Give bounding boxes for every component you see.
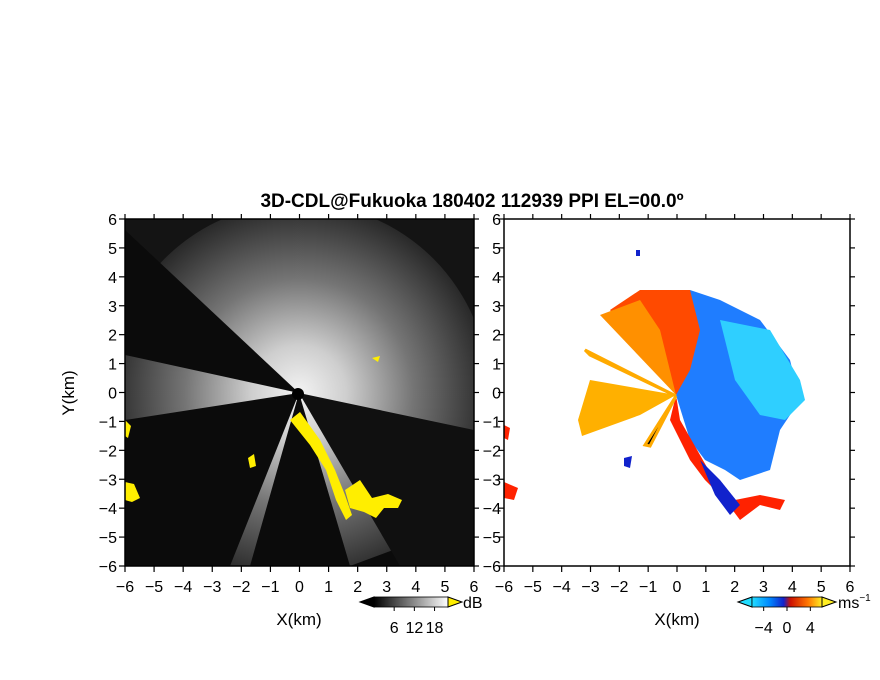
approaching-flow-fringe xyxy=(720,320,805,420)
receding-flow-edge xyxy=(700,460,740,515)
blocked-sector xyxy=(299,393,474,566)
colorbar-tick-label: 6 xyxy=(390,620,399,637)
x-tick-label: 6 xyxy=(846,579,855,596)
x-tick-label: 4 xyxy=(788,579,797,596)
velocity-panel: −6 −5 −4 −3 −2 −1 0 1 2 3 4 5 6 6 5 4 3 2 1 0 −1 −2 −3 −4 −5 −6 X… xyxy=(483,212,871,637)
y-tick-label: 5 xyxy=(492,241,501,258)
colorbar-tick-label: 4 xyxy=(806,620,815,637)
x-tick-label: 3 xyxy=(382,579,391,596)
velocity-colorbar-scale xyxy=(751,596,823,608)
lidar-site-marker xyxy=(292,388,304,400)
x-tick-label: −5 xyxy=(145,579,163,596)
velocity-axis-ticks: −6 −5 −4 −3 −2 −1 0 1 2 3 4 5 6 6 5 4 3 2 1 0 −1 −2 −3 −4 −5 −6 xyxy=(483,212,855,596)
colorbar-tick-label: −4 xyxy=(755,620,773,637)
x-tick-label: 5 xyxy=(440,579,449,596)
y-tick-label: 5 xyxy=(108,241,117,258)
colorbar-tick-label: 0 xyxy=(783,620,792,637)
x-tick-label: 3 xyxy=(759,579,768,596)
x-tick-label: −3 xyxy=(581,579,599,596)
y-tick-label: −6 xyxy=(483,559,501,576)
y-tick-label: −1 xyxy=(99,414,117,431)
colorbar-tick-label: 18 xyxy=(426,620,444,637)
y-tick-label: −4 xyxy=(483,501,501,518)
y-tick-label: −6 xyxy=(99,559,117,576)
blocked-sector xyxy=(125,230,299,393)
y-tick-label: −5 xyxy=(483,530,501,547)
x-tick-label: −5 xyxy=(524,579,542,596)
velocity-colorbar: −4 0 4 ms−1 xyxy=(736,593,871,637)
velocity-colorbar-under-arrow xyxy=(736,596,753,608)
blocked-sector xyxy=(125,393,299,566)
x-tick-label: −4 xyxy=(174,579,192,596)
receding-flow-far xyxy=(600,300,676,395)
x-tick-label: 2 xyxy=(730,579,739,596)
receding-flow-far xyxy=(642,395,678,448)
snr-colorbar-unit: dB xyxy=(463,595,483,612)
y-tick-label: 4 xyxy=(108,270,117,287)
hard-target-echo xyxy=(290,412,352,520)
hard-target-echo xyxy=(345,480,402,518)
edge-echo xyxy=(504,425,510,440)
y-tick-label: −1 xyxy=(483,414,501,431)
snr-axis-ticks: −6 −5 −4 −3 −2 −1 0 1 2 3 4 5 6 6 5 4 3 2 1 0 −1 −2 −3 −4 −5 −6 xyxy=(99,212,479,596)
snr-y-axis-label: Y(km) xyxy=(59,370,78,415)
y-tick-label: −3 xyxy=(99,472,117,489)
x-tick-label: 1 xyxy=(701,579,710,596)
y-tick-label: 0 xyxy=(492,386,501,403)
snr-colorbar-over-arrow xyxy=(447,596,464,608)
y-tick-label: 4 xyxy=(492,270,501,287)
x-tick-label: −1 xyxy=(639,579,657,596)
y-tick-label: −2 xyxy=(483,443,501,460)
x-tick-label: −2 xyxy=(610,579,628,596)
x-tick-label: 4 xyxy=(411,579,420,596)
y-tick-label: 2 xyxy=(492,328,501,345)
snr-colorbar-scale xyxy=(373,596,449,608)
edge-echo xyxy=(636,250,640,256)
y-tick-label: −3 xyxy=(483,472,501,489)
edge-echo xyxy=(504,482,518,500)
snr-echo-field xyxy=(125,219,474,566)
hard-target-echo xyxy=(125,420,131,438)
hard-target-echo xyxy=(248,454,256,468)
y-tick-label: 1 xyxy=(108,357,117,374)
x-tick-label: 5 xyxy=(817,579,826,596)
x-tick-label: 1 xyxy=(324,579,333,596)
colorbar-tick-label: 12 xyxy=(405,620,423,637)
y-tick-label: 1 xyxy=(492,357,501,374)
snr-x-axis-label: X(km) xyxy=(276,610,321,629)
x-tick-label: −4 xyxy=(553,579,571,596)
receding-flow-far xyxy=(578,380,676,436)
x-tick-label: 0 xyxy=(673,579,682,596)
x-tick-label: −3 xyxy=(203,579,221,596)
x-tick-label: 2 xyxy=(353,579,362,596)
y-tick-label: −5 xyxy=(99,530,117,547)
y-tick-label: 2 xyxy=(108,328,117,345)
y-tick-label: 6 xyxy=(108,212,117,229)
x-tick-label: −6 xyxy=(495,579,513,596)
hard-target-echo xyxy=(372,356,380,362)
x-tick-label: −1 xyxy=(261,579,279,596)
receding-flow-far xyxy=(583,348,677,398)
y-tick-label: −4 xyxy=(99,501,117,518)
snr-colorbar: 6 12 18 dB xyxy=(358,595,483,637)
y-tick-label: −2 xyxy=(99,443,117,460)
x-tick-label: 6 xyxy=(470,579,479,596)
hard-target-echo xyxy=(125,482,140,502)
y-tick-label: 3 xyxy=(492,299,501,316)
velocity-colorbar-unit: ms−1 xyxy=(838,593,871,612)
x-tick-label: −6 xyxy=(116,579,134,596)
edge-echo xyxy=(624,456,632,468)
velocity-echo-field xyxy=(504,250,805,520)
velocity-x-axis-label: X(km) xyxy=(654,610,699,629)
y-tick-label: 3 xyxy=(108,299,117,316)
y-tick-label: 0 xyxy=(108,386,117,403)
snr-colorbar-under-arrow xyxy=(358,596,375,608)
x-tick-label: 0 xyxy=(295,579,304,596)
y-tick-label: 6 xyxy=(492,212,501,229)
figure-title: 3D-CDL@Fukuoka 180402 112939 PPI EL=00.0… xyxy=(260,191,683,212)
velocity-colorbar-over-arrow xyxy=(821,596,838,608)
x-tick-label: −2 xyxy=(232,579,250,596)
